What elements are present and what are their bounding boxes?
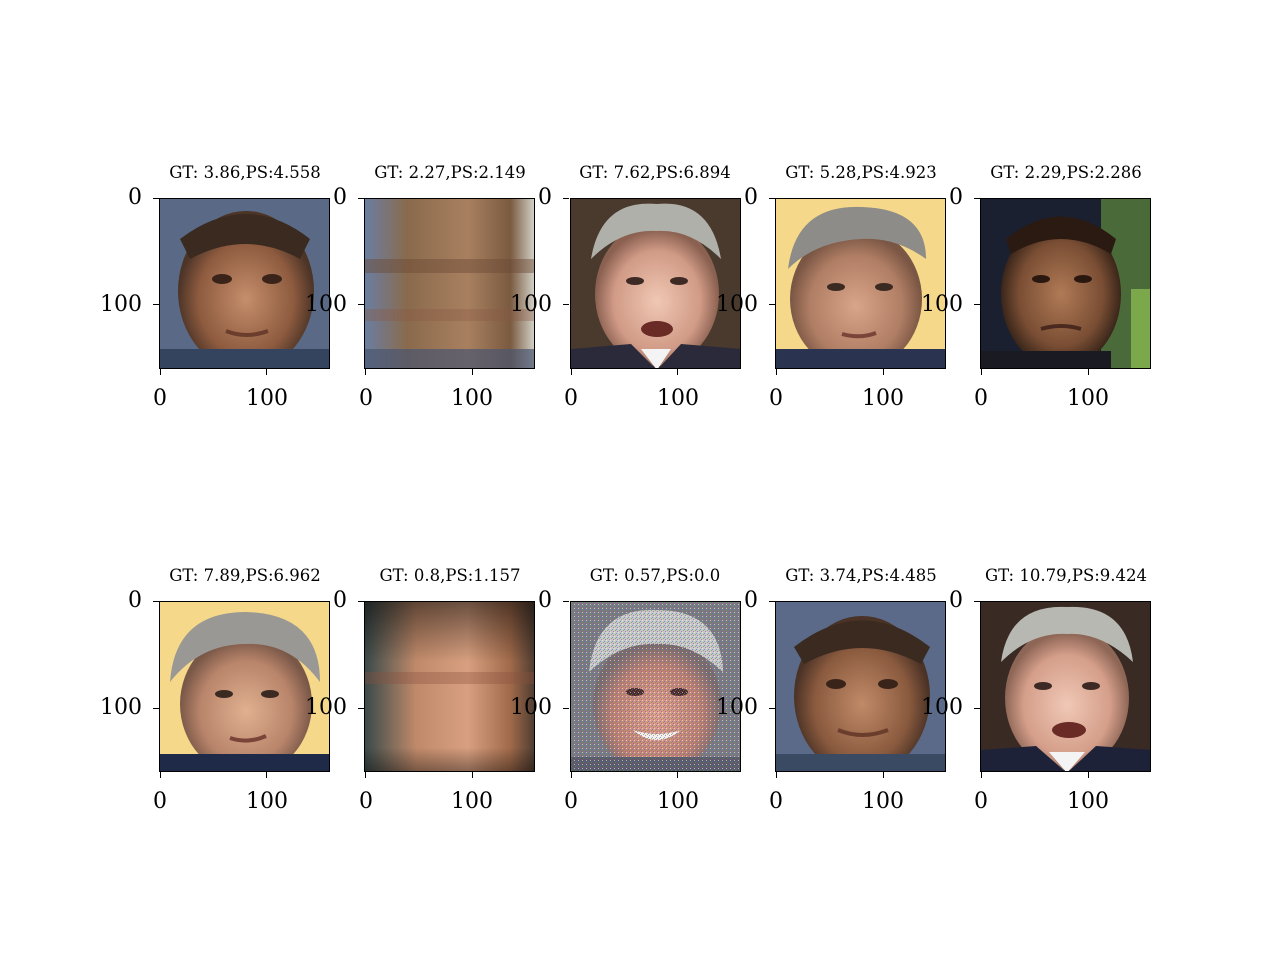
y-tick-label: 100 [305, 695, 347, 720]
face-image [980, 198, 1151, 369]
panel-title: GT: 0.57,PS:0.0 [589, 566, 721, 585]
face-image [364, 601, 535, 772]
y-tick-label: 100 [510, 292, 552, 317]
x-tick-label: 100 [451, 789, 493, 814]
panel-title: GT: 2.27,PS:2.149 [374, 163, 526, 182]
panel-title: GT: 5.28,PS:4.923 [785, 163, 937, 182]
face-picture [981, 199, 1150, 368]
x-tick-label: 0 [564, 789, 578, 814]
y-tick-label: 100 [921, 695, 963, 720]
panel-title: GT: 0.8,PS:1.157 [379, 566, 521, 585]
face-picture [160, 602, 329, 771]
panel-title: GT: 3.86,PS:4.558 [169, 163, 321, 182]
face-image [159, 198, 330, 369]
face-picture [365, 602, 534, 771]
y-tick-label: 0 [333, 588, 347, 613]
y-tick-label: 0 [333, 185, 347, 210]
face-image [775, 198, 946, 369]
y-tick-label: 100 [716, 292, 758, 317]
face-picture [776, 602, 945, 771]
y-tick-label: 0 [538, 185, 552, 210]
x-tick-label: 100 [451, 386, 493, 411]
y-tick-label: 100 [100, 292, 142, 317]
y-tick-label: 100 [510, 695, 552, 720]
x-tick-label: 100 [1067, 386, 1109, 411]
face-image [570, 198, 741, 369]
face-picture [160, 199, 329, 368]
face-picture [571, 602, 740, 771]
y-tick-label: 0 [744, 185, 758, 210]
x-tick-label: 100 [246, 386, 288, 411]
y-tick-label: 100 [100, 695, 142, 720]
x-tick-label: 0 [153, 386, 167, 411]
x-tick-label: 0 [974, 789, 988, 814]
panel-title: GT: 7.89,PS:6.962 [169, 566, 321, 585]
x-tick-label: 100 [657, 789, 699, 814]
y-tick-label: 100 [305, 292, 347, 317]
x-tick-label: 0 [359, 789, 373, 814]
x-tick-label: 100 [246, 789, 288, 814]
x-tick-label: 0 [974, 386, 988, 411]
x-tick-label: 0 [153, 789, 167, 814]
face-picture [776, 199, 945, 368]
x-tick-label: 0 [359, 386, 373, 411]
y-tick-label: 100 [921, 292, 963, 317]
face-image [980, 601, 1151, 772]
panel-title: GT: 2.29,PS:2.286 [990, 163, 1142, 182]
y-tick-label: 0 [128, 588, 142, 613]
panel-title: GT: 7.62,PS:6.894 [579, 163, 731, 182]
face-image [775, 601, 946, 772]
panel-title: GT: 10.79,PS:9.424 [984, 566, 1148, 585]
y-tick-label: 0 [538, 588, 552, 613]
y-tick-label: 0 [949, 185, 963, 210]
x-tick-label: 0 [564, 386, 578, 411]
y-tick-label: 100 [716, 695, 758, 720]
x-tick-label: 0 [769, 789, 783, 814]
y-tick-label: 0 [744, 588, 758, 613]
y-tick-label: 0 [128, 185, 142, 210]
face-picture [365, 199, 534, 368]
face-image [159, 601, 330, 772]
face-picture [981, 602, 1150, 771]
face-picture [571, 199, 740, 368]
face-image [570, 601, 741, 772]
x-tick-label: 100 [1067, 789, 1109, 814]
x-tick-label: 0 [769, 386, 783, 411]
face-image [364, 198, 535, 369]
x-tick-label: 100 [862, 386, 904, 411]
x-tick-label: 100 [862, 789, 904, 814]
panel-title: GT: 3.74,PS:4.485 [785, 566, 937, 585]
x-tick-label: 100 [657, 386, 699, 411]
y-tick-label: 0 [949, 588, 963, 613]
